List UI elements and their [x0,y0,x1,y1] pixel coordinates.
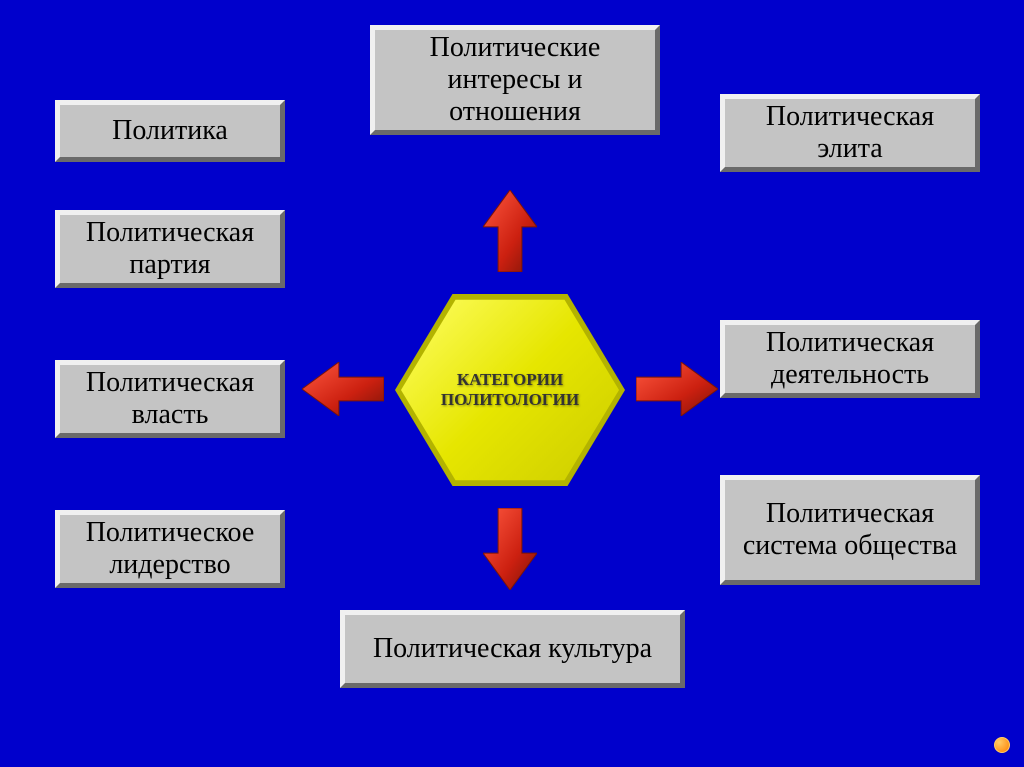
arrow-up [483,190,537,272]
box-liderstvo: Политическое лидерство [55,510,285,588]
diagram-canvas: Политика Политические интересы и отношени… [0,0,1024,767]
box-partiya: Политическая партия [55,210,285,288]
arrow-right [636,362,718,416]
box-politika: Политика [55,100,285,162]
hexagon-label: КАТЕГОРИИПОЛИТОЛОГИИ [441,370,579,411]
arrow-down [483,508,537,590]
box-sistema: Политическая система общества [720,475,980,585]
center-hexagon: КАТЕГОРИИПОЛИТОЛОГИИ [395,290,625,490]
box-elita: Политическая элита [720,94,980,172]
slide-nav-dot[interactable] [994,737,1010,753]
box-interesy: Политические интересы и отношения [370,25,660,135]
box-vlast: Политическая власть [55,360,285,438]
arrow-left [302,362,384,416]
box-kultura: Политическая культура [340,610,685,688]
box-deyatelnost: Политическая деятельность [720,320,980,398]
